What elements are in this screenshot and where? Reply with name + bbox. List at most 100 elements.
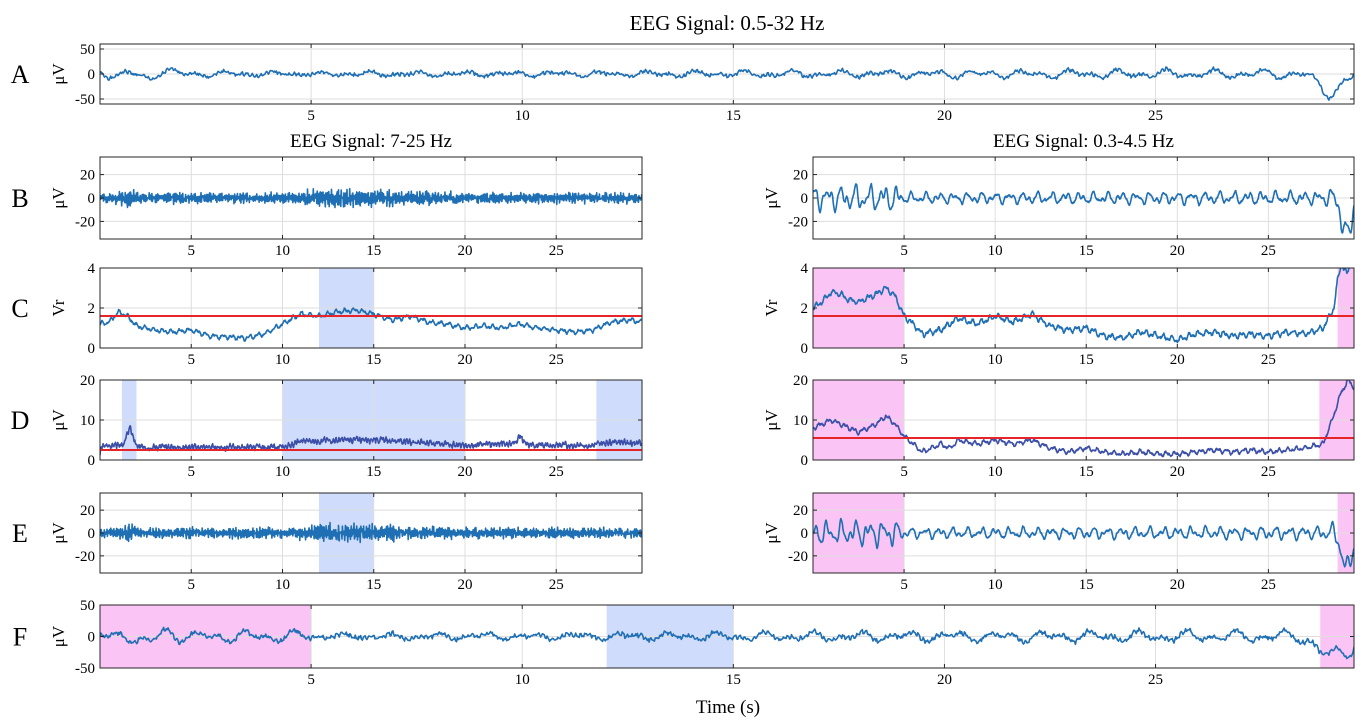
x-tick-label: 20	[937, 672, 952, 688]
y-tick-label: 0	[88, 341, 96, 357]
y-tick-label: 2	[801, 301, 809, 317]
panel-d1: 5 10 15 20 25 0 10 20 μV D	[11, 373, 643, 480]
x-axis-label: Time (s)	[696, 697, 760, 718]
x-tick-label: 5	[307, 672, 315, 688]
panel-label: B	[11, 184, 28, 213]
chart-title: EEG Signal: 7-25 Hz	[290, 131, 452, 152]
panel-a: 5 10 15 20 25 -50 0 50 μV A EEG Signal: 0.5-32 Hz	[11, 11, 1355, 124]
panel-label: D	[11, 406, 30, 435]
y-axis-label: Vr	[762, 299, 781, 316]
y-tick-label: 0	[801, 191, 809, 207]
series-line	[813, 517, 1354, 568]
series-line	[100, 521, 642, 544]
y-tick-label: 0	[88, 191, 96, 207]
x-tick-label: 15	[1079, 352, 1094, 368]
y-tick-label: -50	[75, 661, 95, 677]
x-tick-label: 15	[366, 464, 381, 480]
y-axis-label: μV	[762, 187, 781, 209]
x-tick-label: 20	[457, 352, 472, 368]
panel-e2: 5 10 15 20 25 -20 0 20 μV	[762, 492, 1355, 593]
x-tick-label: 20	[457, 243, 472, 259]
panel-label: A	[11, 60, 30, 89]
x-tick-label: 10	[988, 577, 1003, 593]
panel-c2: 5 10 15 20 25 0 2 4 Vr	[762, 261, 1355, 368]
x-tick-label: 5	[187, 464, 195, 480]
y-tick-label: 20	[793, 503, 808, 519]
y-tick-label: 50	[80, 598, 95, 614]
x-tick-label: 20	[1170, 464, 1185, 480]
y-tick-label: 10	[80, 413, 95, 429]
x-tick-label: 5	[307, 108, 315, 124]
x-tick-label: 25	[1261, 243, 1276, 259]
y-tick-label: 2	[88, 301, 96, 317]
x-tick-label: 10	[515, 108, 530, 124]
x-tick-label: 25	[1261, 464, 1276, 480]
x-tick-label: 15	[366, 577, 381, 593]
y-tick-label: 4	[801, 261, 809, 277]
x-tick-label: 25	[1261, 577, 1276, 593]
x-tick-label: 10	[275, 577, 290, 593]
series-line	[100, 187, 642, 209]
y-axis-label: μV	[49, 522, 68, 544]
x-tick-label: 20	[937, 108, 952, 124]
y-tick-label: -20	[788, 549, 808, 565]
y-tick-label: 0	[801, 526, 809, 542]
x-tick-label: 10	[275, 243, 290, 259]
series-line	[100, 66, 1354, 101]
y-axis-label: μV	[49, 409, 68, 431]
x-tick-label: 15	[366, 352, 381, 368]
panel-label: C	[11, 294, 28, 323]
y-tick-label: 20	[80, 373, 95, 389]
chart-title: EEG Signal: 0.5-32 Hz	[630, 11, 825, 35]
x-tick-label: 5	[900, 352, 908, 368]
y-tick-label: -20	[75, 214, 95, 230]
x-tick-label: 10	[988, 243, 1003, 259]
x-tick-label: 10	[988, 464, 1003, 480]
x-tick-label: 20	[1170, 352, 1185, 368]
x-tick-label: 5	[900, 464, 908, 480]
y-axis-label: μV	[762, 522, 781, 544]
x-tick-label: 5	[187, 352, 195, 368]
x-tick-label: 15	[1079, 577, 1094, 593]
chart-title: EEG Signal: 0.3-4.5 Hz	[993, 131, 1174, 152]
x-tick-label: 10	[275, 352, 290, 368]
y-tick-label: 0	[88, 453, 96, 469]
y-axis-label: μV	[49, 625, 68, 647]
y-tick-label: 20	[793, 168, 808, 184]
y-axis-label: μV	[49, 63, 68, 85]
panel-b1: 5 10 15 20 25 -20 0 20 μV B EEG Signal: 7-25 Hz	[11, 131, 643, 259]
x-tick-label: 20	[457, 464, 472, 480]
y-tick-label: 4	[88, 261, 96, 277]
x-tick-label: 25	[549, 352, 564, 368]
x-tick-label: 5	[900, 243, 908, 259]
panel-f: 5 10 15 20 25 -50 0 50 μV F	[13, 598, 1355, 688]
series-line	[813, 380, 1354, 458]
x-tick-label: 15	[726, 672, 741, 688]
series-line	[100, 307, 642, 342]
y-tick-label: 0	[801, 341, 809, 357]
x-tick-label: 25	[549, 577, 564, 593]
y-tick-label: 20	[80, 168, 95, 184]
y-axis-label: μV	[762, 409, 781, 431]
x-tick-label: 5	[187, 577, 195, 593]
x-tick-label: 5	[187, 243, 195, 259]
x-tick-label: 25	[1148, 108, 1163, 124]
panel-b2: 5 10 15 20 25 -20 0 20 μV EEG Signal: 0.3-4.5 Hz	[762, 131, 1355, 259]
y-tick-label: 0	[801, 453, 809, 469]
x-tick-label: 10	[988, 352, 1003, 368]
y-tick-label: -20	[75, 549, 95, 565]
x-tick-label: 10	[515, 672, 530, 688]
x-tick-label: 20	[1170, 243, 1185, 259]
y-tick-label: 50	[80, 42, 95, 58]
y-axis-label: μV	[49, 187, 68, 209]
y-tick-label: 0	[88, 630, 96, 646]
x-tick-label: 15	[1079, 464, 1094, 480]
y-axis-label: Vr	[49, 299, 68, 316]
x-tick-label: 25	[549, 464, 564, 480]
series-line	[813, 268, 1350, 344]
x-tick-label: 5	[900, 577, 908, 593]
y-tick-label: 20	[793, 373, 808, 389]
y-tick-label: -50	[75, 92, 95, 108]
